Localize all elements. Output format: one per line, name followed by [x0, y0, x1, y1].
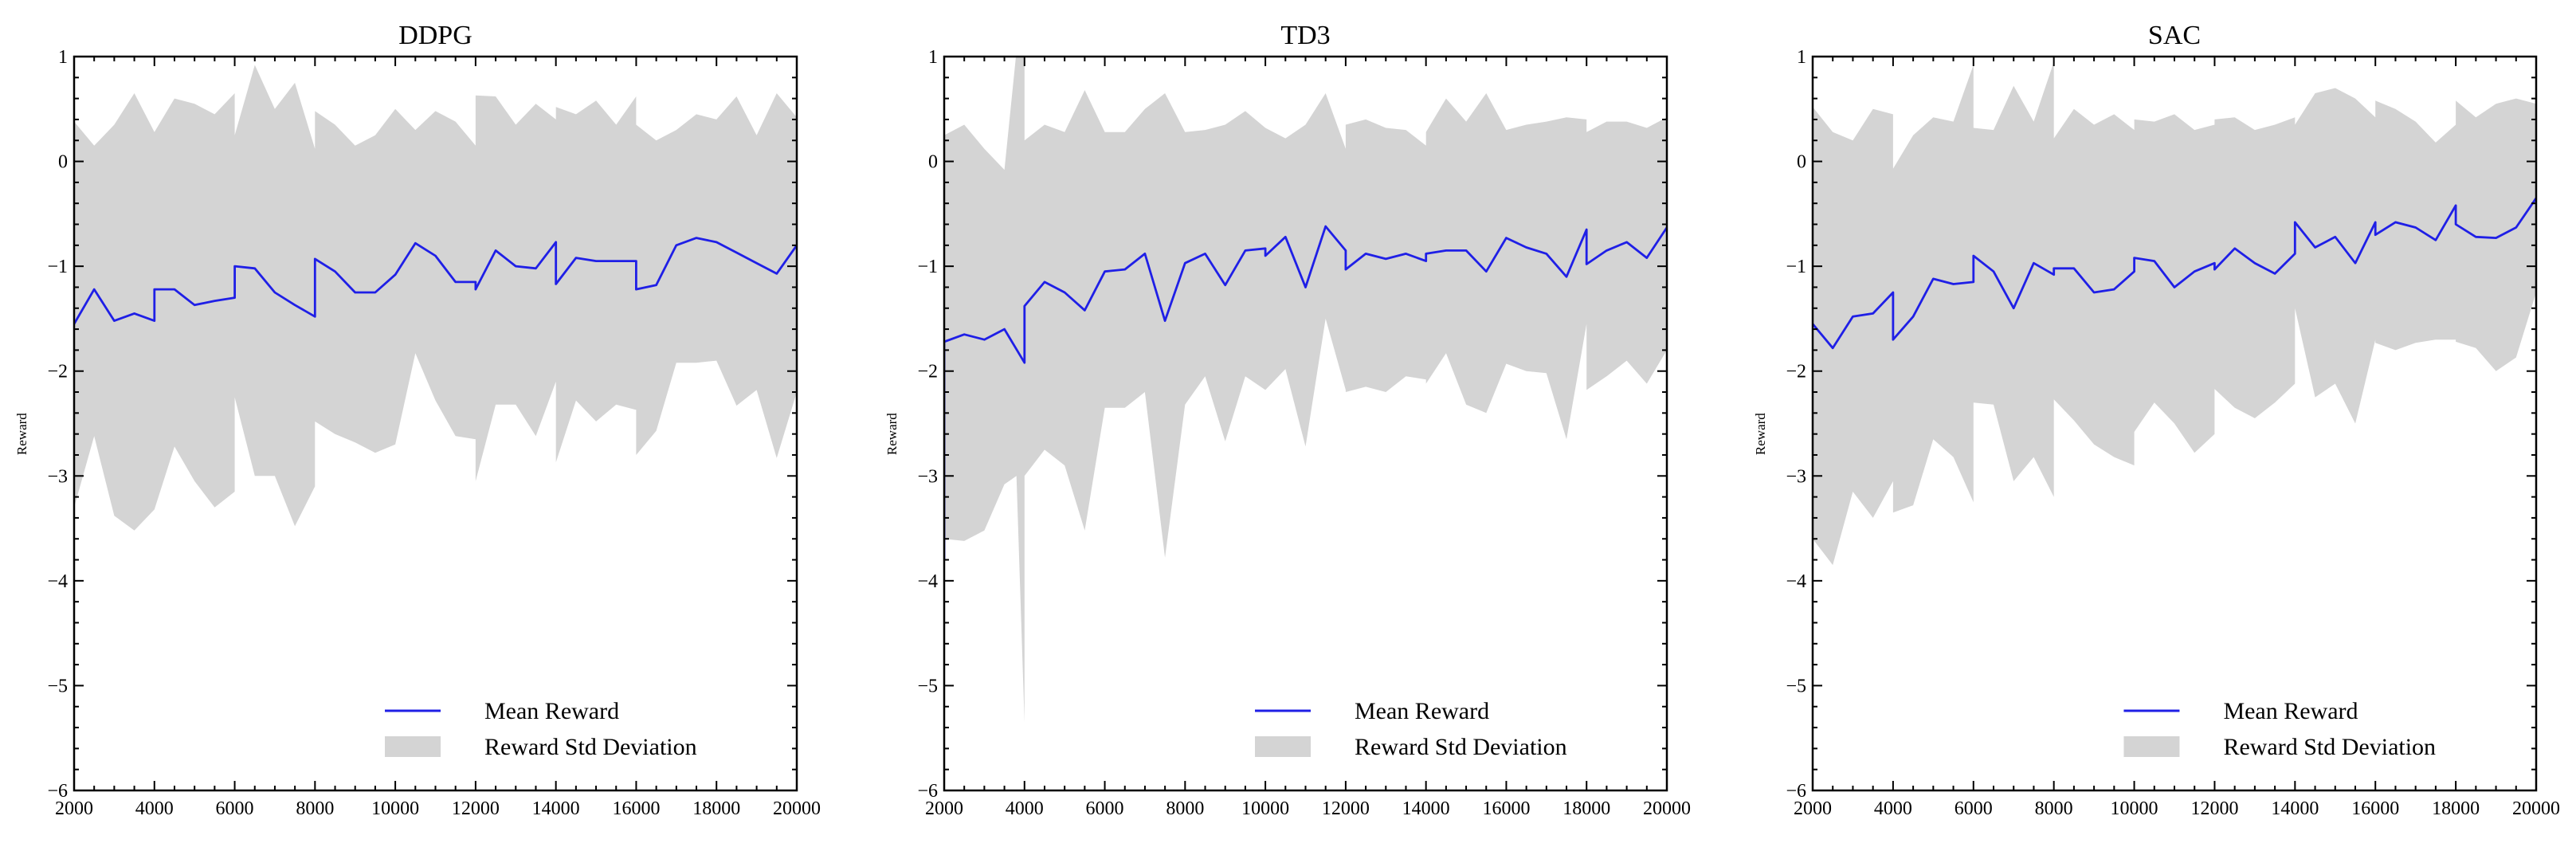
- x-tick-label: 6000: [1086, 798, 1124, 819]
- x-tick-label: 12000: [1322, 798, 1370, 819]
- chart-title: DDPG: [398, 21, 472, 50]
- y-axis-label: Reward: [884, 413, 900, 455]
- y-tick-label: −3: [47, 466, 68, 487]
- x-tick-label: 2000: [1794, 798, 1832, 819]
- x-tick-label: 8000: [2035, 798, 2073, 819]
- x-tick-label: 18000: [692, 798, 740, 819]
- y-tick-label: 1: [1797, 47, 1806, 68]
- x-tick-label: 2000: [925, 798, 963, 819]
- panel-sac: 2000 4000 6000 8000 10000 12000 14000 16000 1800…: [1753, 21, 2560, 819]
- plot-area: [944, 57, 1667, 723]
- x-tick-label: 10000: [1241, 798, 1289, 819]
- chart-title: TD3: [1280, 21, 1330, 50]
- x-tick-label: 8000: [296, 798, 334, 819]
- y-tick-label: 1: [58, 47, 68, 68]
- x-tick-label: 16000: [2351, 798, 2399, 819]
- x-tick-label: 20000: [2512, 798, 2560, 819]
- mean-reward-line: [74, 237, 797, 325]
- y-tick-label: −4: [917, 571, 938, 592]
- std-deviation-band: [944, 57, 1667, 723]
- x-tick-label: 16000: [612, 798, 660, 819]
- x-tick-label: 6000: [1955, 798, 1993, 819]
- legend-std-swatch: [2123, 736, 2180, 757]
- legend-std-swatch: [1255, 736, 1312, 757]
- legend-std-label: Reward Std Deviation: [2223, 734, 2436, 760]
- y-tick-label: −4: [47, 571, 68, 592]
- x-tick-label: 18000: [1562, 798, 1610, 819]
- x-tick-label: 8000: [1166, 798, 1204, 819]
- legend-mean-label: Mean Reward: [484, 698, 619, 724]
- x-tick-label: 10000: [371, 798, 419, 819]
- x-tick-label: 12000: [452, 798, 500, 819]
- mean-reward-line: [1813, 197, 2536, 350]
- panel-ddpg: 2000 4000 6000 8000 10000 12000 14000 16000 1800…: [14, 21, 821, 819]
- x-tick-label: 10000: [2111, 798, 2158, 819]
- y-tick-label: 0: [928, 152, 938, 173]
- panel-td3: 2000 4000 6000 8000 10000 12000 14000 16000 1800…: [884, 21, 1691, 819]
- x-tick-label: 14000: [532, 798, 580, 819]
- chart-title: SAC: [2148, 21, 2201, 50]
- plot-area: [74, 65, 797, 531]
- y-tick-label: −2: [917, 362, 938, 382]
- y-tick-label: −3: [917, 466, 938, 487]
- y-tick-label: −5: [917, 676, 938, 696]
- legend-std-label: Reward Std Deviation: [1355, 734, 1567, 760]
- plot-area: [1813, 61, 2536, 566]
- x-tick-label: 4000: [1006, 798, 1044, 819]
- std-deviation-band: [1813, 61, 2536, 566]
- y-tick-label: 0: [58, 152, 68, 173]
- x-tick-label: 20000: [1643, 798, 1691, 819]
- y-tick-label: −6: [47, 781, 68, 802]
- y-tick-label: −2: [1786, 362, 1806, 382]
- legend-mean-label: Mean Reward: [2223, 698, 2358, 724]
- legend-std-label: Reward Std Deviation: [484, 734, 697, 760]
- y-tick-label: 0: [1797, 152, 1806, 173]
- x-tick-label: 6000: [216, 798, 254, 819]
- y-tick-label: −3: [1786, 466, 1806, 487]
- x-tick-label: 2000: [55, 798, 93, 819]
- x-tick-label: 12000: [2190, 798, 2238, 819]
- x-tick-label: 16000: [1482, 798, 1530, 819]
- y-tick-label: −5: [47, 676, 68, 696]
- x-tick-label: 4000: [1874, 798, 1912, 819]
- legend: Mean Reward Reward Std Deviation: [2123, 698, 2436, 760]
- legend-std-swatch: [385, 736, 441, 757]
- y-axis-label: Reward: [1753, 413, 1768, 455]
- y-tick-label: −6: [1786, 781, 1806, 802]
- legend-mean-label: Mean Reward: [1355, 698, 1489, 724]
- y-tick-label: −1: [917, 257, 938, 277]
- legend: Mean Reward Reward Std Deviation: [1255, 698, 1567, 760]
- y-axis-label: Reward: [14, 413, 29, 455]
- x-tick-label: 14000: [2271, 798, 2319, 819]
- mean-reward-line: [944, 225, 1667, 560]
- y-tick-label: −5: [1786, 676, 1806, 696]
- std-deviation-band: [74, 65, 797, 531]
- x-tick-label: 4000: [135, 798, 174, 819]
- x-tick-label: 14000: [1402, 798, 1450, 819]
- x-tick-label: 18000: [2432, 798, 2480, 819]
- y-tick-label: −1: [1786, 257, 1806, 277]
- y-tick-label: −6: [917, 781, 938, 802]
- y-tick-label: −2: [47, 362, 68, 382]
- y-tick-label: −1: [47, 257, 68, 277]
- y-tick-label: 1: [928, 47, 938, 68]
- x-tick-label: 20000: [773, 798, 821, 819]
- legend: Mean Reward Reward Std Deviation: [385, 698, 697, 760]
- y-tick-label: −4: [1786, 571, 1806, 592]
